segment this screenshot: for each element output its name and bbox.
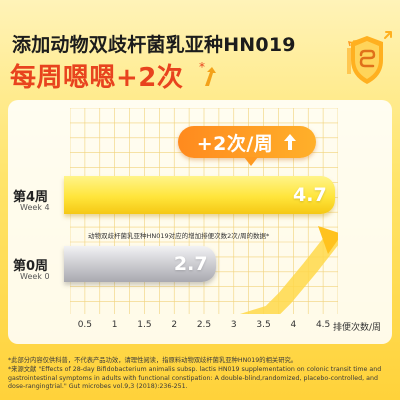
x-tick-label: 1.5 [137, 320, 152, 330]
bar-week-0-value: 2.7 [173, 253, 208, 275]
x-tick-label: 4 [290, 320, 297, 330]
subhead-footnote-mark: * [199, 60, 205, 74]
trend-arrow-layer [239, 226, 338, 314]
bar-week-4-value: 4.7 [293, 184, 327, 206]
x-tick-label: 3.5 [256, 320, 271, 330]
increase-callout: +2次/周 [178, 126, 316, 158]
bar-week-0-label: 第0周 [13, 259, 49, 274]
shield-gut-badge-icon [347, 31, 392, 84]
x-axis-label: 排便次数/周 [333, 323, 382, 333]
bar-week-4 [64, 176, 336, 214]
bar-week-0-sublabel: Week 0 [20, 272, 50, 281]
bar-week-4-label: 第4周 [13, 190, 49, 205]
x-tick-label: 2.5 [196, 320, 212, 330]
x-tick-label: 3 [230, 320, 237, 330]
footnote-source: *来源文献 "Effects of 28-day Bifidobacterium… [8, 366, 382, 391]
headline: 添加动物双歧杆菌乳亚种HN019 [12, 34, 296, 56]
upward-trend-arrow-icon [239, 226, 338, 314]
chart-note: 动物双歧杆菌乳亚种HN019对应的增加排便次数2次/周的数据* [88, 232, 270, 240]
x-tick-label: 4.5 [315, 320, 331, 330]
up-arrow-icon [284, 134, 297, 150]
callout-text: +2次/周 [196, 132, 274, 155]
callout-tail [244, 157, 258, 166]
x-tick-label: 2 [171, 320, 178, 330]
bar-week-0 [64, 246, 216, 282]
footnote-disclaimer: *此部分内容仅供科普，不代表产品功效，请理性阅读，指原料动物双歧杆菌乳亚种HN0… [8, 357, 298, 364]
x-tick-label: 1 [111, 320, 118, 330]
up-arrow-icon [205, 67, 216, 86]
subhead: 每周嗯嗯+2次 [10, 63, 184, 93]
x-tick-label: 0.5 [77, 320, 93, 330]
bar-week-4-sublabel: Week 4 [20, 203, 50, 212]
